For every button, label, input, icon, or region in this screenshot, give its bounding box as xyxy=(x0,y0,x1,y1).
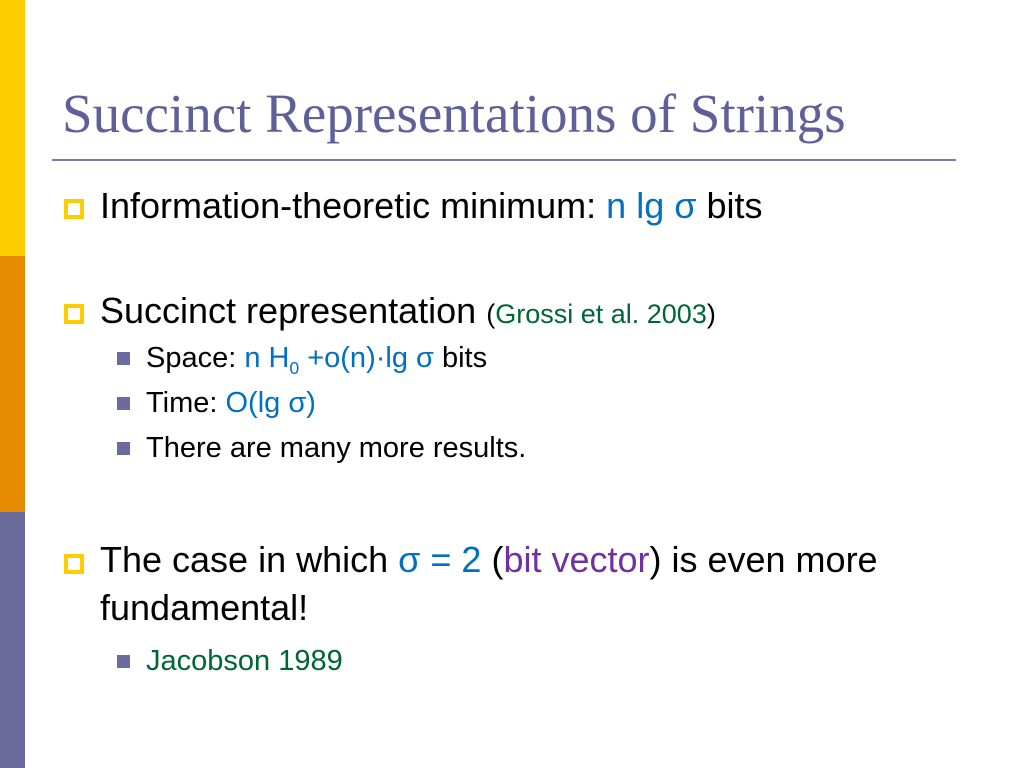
sub-bullet-time: Time: O(lg σ) xyxy=(146,385,316,421)
bullet-text: The case in which xyxy=(100,539,399,580)
bullet-text: Succinct representation xyxy=(100,290,487,331)
sub-bullet-more: There are many more results. xyxy=(146,432,527,464)
square-bullet-icon xyxy=(117,655,130,668)
math-part: n H xyxy=(244,342,290,374)
accent-bar-yellow xyxy=(0,0,25,256)
citation-jacobson: Jacobson 1989 xyxy=(146,645,343,677)
square-bullet-icon xyxy=(117,352,130,365)
hollow-square-bullet-icon xyxy=(64,304,84,324)
math-expression: O(lg σ) xyxy=(225,387,316,419)
paren: ) xyxy=(706,299,716,329)
bullet-text: ) is even more xyxy=(649,539,878,580)
title-divider xyxy=(52,159,956,161)
sub-bullet-space: Space: n H0 +o(n)·lg σ bits xyxy=(146,340,487,386)
bullet-succinct: Succinct representation (Grossi et al. 2… xyxy=(100,289,716,336)
square-bullet-icon xyxy=(117,442,130,455)
math-expression: n lg σ xyxy=(606,185,697,226)
bullet-bit-vector-line2: fundamental! xyxy=(100,587,309,628)
math-subscript: 0 xyxy=(289,357,300,378)
slide-title: Succinct Representations of Strings xyxy=(62,83,846,144)
sub-text: bits xyxy=(433,342,488,374)
hollow-square-bullet-icon xyxy=(64,554,84,574)
sub-text: Space: xyxy=(146,342,245,374)
bullet-text: bits xyxy=(696,185,763,226)
bullet-bit-vector: The case in which σ = 2 (bit vector) is … xyxy=(100,538,878,582)
paren: ( xyxy=(481,539,504,580)
highlight-text: bit vector xyxy=(503,539,650,580)
square-bullet-icon xyxy=(117,397,130,410)
math-expression: σ = 2 xyxy=(398,539,482,580)
math-part: +o(n)·lg σ xyxy=(299,342,434,374)
citation: Grossi et al. 2003 xyxy=(495,299,707,329)
bullet-info-min: Information-theoretic minimum: n lg σ bi… xyxy=(100,184,762,228)
accent-bar-orange xyxy=(0,256,25,512)
bullet-text: Information-theoretic minimum: xyxy=(100,185,607,226)
math-expression: n H0 +o(n)·lg σ xyxy=(244,342,434,378)
sub-text: Time: xyxy=(146,387,226,419)
hollow-square-bullet-icon xyxy=(64,199,84,219)
paren: ( xyxy=(486,299,496,329)
accent-bar-purple xyxy=(0,512,25,768)
